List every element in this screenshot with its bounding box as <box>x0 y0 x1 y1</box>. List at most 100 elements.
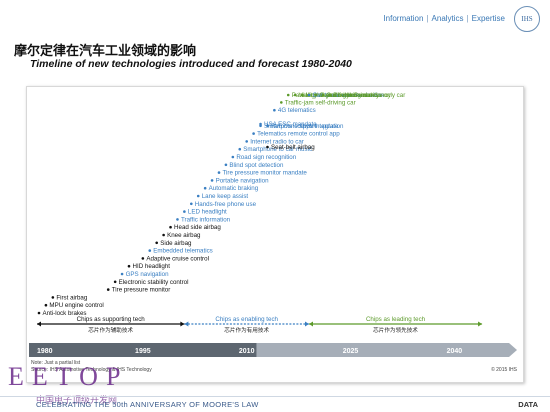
top-nav: Information | Analytics | Expertise <box>380 14 508 23</box>
technology-label: MPU engine control <box>49 302 103 309</box>
technology-label: Highway self-driving car <box>306 92 372 99</box>
technology-marker <box>231 155 235 159</box>
technology-label: Car-to-car communication <box>313 92 385 99</box>
technology-label: Driverless-only car <box>354 92 405 99</box>
technology-marker <box>280 101 283 104</box>
technology-marker <box>210 179 214 182</box>
timeline-axis-forecast <box>256 343 517 357</box>
technology-label: Traffic-jam self-driving car <box>285 99 356 106</box>
technology-marker <box>51 296 55 299</box>
copyright-label: © 2015 IHS <box>491 366 518 373</box>
x-tick-label: 2025 <box>343 348 359 355</box>
technology-label: LED headlight <box>188 209 227 216</box>
technology-label: Seat-belt airbag <box>271 144 315 151</box>
x-tick-label: 2040 <box>447 348 463 355</box>
technology-marker <box>238 147 242 151</box>
era-arrow-start <box>184 321 189 327</box>
technology-marker <box>349 93 352 97</box>
technology-label: Tire pressure monitor mandate <box>223 170 308 177</box>
technology-marker <box>190 202 193 206</box>
footer-section-label: DATA <box>518 400 538 409</box>
technology-label: Lane keep assist <box>202 193 249 200</box>
technology-label: Car control redundancy <box>326 92 391 99</box>
technology-marker <box>44 303 48 307</box>
technology-marker <box>183 210 186 213</box>
technology-label: Traffic information <box>181 216 231 223</box>
technology-label: USA ESC mandate <box>264 121 317 128</box>
technology-marker <box>252 132 255 135</box>
technology-marker <box>266 124 269 128</box>
technology-marker <box>155 241 158 245</box>
technology-label: HID headlight <box>133 263 171 270</box>
technology-label: Knee airbag <box>167 232 201 239</box>
technology-marker <box>106 288 110 291</box>
technology-marker <box>259 122 262 126</box>
technology-label: Remote software update <box>271 123 339 130</box>
chart-note: Note: Just a partial list <box>31 360 81 366</box>
technology-label: Electronic stability control <box>119 279 189 286</box>
technology-marker <box>307 93 311 97</box>
chart-subtitle: Timeline of new technologies introduced … <box>30 58 352 70</box>
technology-marker <box>196 194 200 198</box>
technology-marker <box>141 257 145 260</box>
technology-marker <box>273 108 276 112</box>
x-tick-label: 2010 <box>239 348 255 355</box>
chart-panel: 1980 1995 2010 2025 2040 Chips as supporting … <box>26 86 524 383</box>
nav-expertise[interactable]: Expertise <box>471 14 505 23</box>
era-label: Chips as enabling tech <box>215 316 278 323</box>
era-label: Chips as leading tech <box>366 316 426 323</box>
technology-marker <box>259 124 262 128</box>
technology-label: Partial cyber-security <box>292 92 351 99</box>
era-label-cn: 芯片作为有用技术 <box>224 326 269 334</box>
nav-information[interactable]: Information <box>383 14 424 23</box>
technology-label: Adaptive cruise control <box>146 255 209 262</box>
timeline-axis-past <box>29 343 257 357</box>
nav-analytics[interactable]: Analytics <box>431 14 464 23</box>
technology-marker <box>300 93 304 97</box>
era-arrow-end <box>180 321 185 327</box>
x-tick-label: 1995 <box>135 348 151 355</box>
watermark-subtext: 中国电子顶级开发网 <box>36 395 118 405</box>
technology-label: Side airbag <box>160 240 192 247</box>
technology-marker <box>314 93 318 97</box>
technology-marker <box>245 140 248 143</box>
technology-label: Tire pressure monitor <box>112 287 171 294</box>
technology-label: Smartphone to car music <box>243 146 312 153</box>
technology-label: Automatic braking <box>209 185 259 192</box>
technology-marker <box>321 93 325 97</box>
technology-marker <box>286 93 290 97</box>
technology-label: Blind spot detection <box>229 162 284 169</box>
technology-label: Internet radio to car <box>250 138 304 145</box>
technology-label: 4G telematics <box>278 107 316 114</box>
technology-label: Smartphone apps integration <box>264 123 344 130</box>
technology-marker <box>148 249 152 252</box>
era-arrow-start <box>309 321 313 327</box>
technology-marker <box>113 280 117 284</box>
era-label: Chips as supporting tech <box>77 316 146 323</box>
era-label-cn: 芯片作为辅助技术 <box>88 326 133 334</box>
technology-marker <box>120 272 124 276</box>
nav-separator: | <box>426 14 429 23</box>
technology-marker <box>162 233 165 237</box>
era-arrow-start <box>37 321 41 327</box>
x-tick-label: 1980 <box>37 348 53 355</box>
technology-label: Head side airbag <box>174 224 221 231</box>
ihs-logo[interactable]: IHS <box>514 6 540 32</box>
technology-marker <box>224 163 228 167</box>
technology-label: Anti-lock brakes <box>43 310 87 317</box>
technology-marker <box>217 171 221 174</box>
technology-label: Road sign recognition <box>236 154 296 161</box>
technology-marker <box>127 264 131 268</box>
technology-marker <box>176 218 179 221</box>
technology-marker <box>37 311 41 315</box>
technology-marker <box>203 186 207 190</box>
era-arrow-end <box>478 321 483 327</box>
technology-marker <box>293 93 297 97</box>
era-label-cn: 芯片作为领先技术 <box>373 326 418 334</box>
era-arrow-end <box>305 321 309 327</box>
technology-label: GPS navigation <box>126 271 170 278</box>
page-title: 摩尔定律在汽车工业领域的影响 <box>14 44 197 59</box>
technology-label: Portable navigation <box>216 177 270 184</box>
technology-marker <box>266 145 269 149</box>
technology-marker <box>169 225 172 229</box>
